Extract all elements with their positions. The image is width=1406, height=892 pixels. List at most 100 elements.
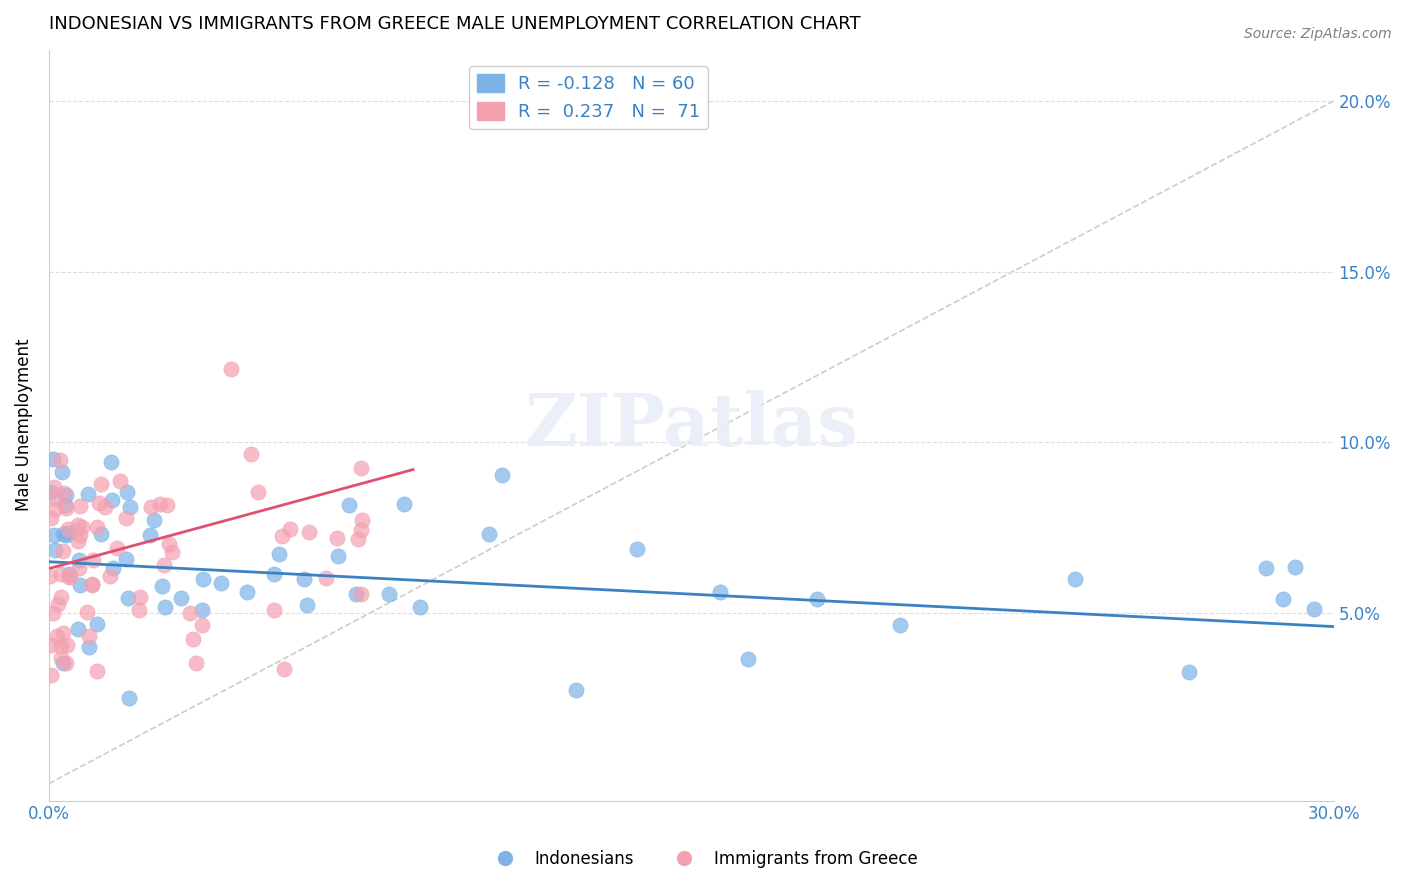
Indonesians [1064,572,1087,586]
Indonesians [100,455,122,469]
Indonesians [90,526,112,541]
Immigrants from Greece [46,598,69,612]
Immigrants from Greece [100,568,122,582]
Immigrants from Greece [89,495,111,509]
Immigrants from Greece [69,499,91,513]
Immigrants from Greece [278,522,301,536]
Indonesians [392,497,415,511]
Indonesians [626,541,648,556]
Immigrants from Greece [49,590,72,604]
Indonesians [143,513,166,527]
Immigrants from Greece [80,577,103,591]
Indonesians [191,603,214,617]
Immigrants from Greece [39,638,62,652]
Indonesians [344,587,367,601]
Indonesians [1284,559,1306,574]
Indonesians [292,572,315,586]
Immigrants from Greece [179,606,201,620]
Immigrants from Greece [55,501,77,516]
Immigrants from Greece [55,656,77,670]
Indonesians [101,560,124,574]
Indonesians [1178,665,1201,679]
Legend: Indonesians, Immigrants from Greece: Indonesians, Immigrants from Greece [481,844,925,875]
Indonesians [491,467,513,482]
Indonesians [67,553,90,567]
Immigrants from Greece [42,606,65,620]
Indonesians [42,528,65,542]
Indonesians [118,691,141,706]
Immigrants from Greece [38,569,60,583]
Immigrants from Greece [66,534,89,549]
Immigrants from Greece [49,567,72,582]
Indonesians [478,526,501,541]
Indonesians [56,526,79,541]
Immigrants from Greece [70,520,93,534]
Indonesians [263,566,285,581]
Immigrants from Greece [153,558,176,572]
Text: Source: ZipAtlas.com: Source: ZipAtlas.com [1244,27,1392,41]
Indonesians [51,465,73,479]
Indonesians [1254,561,1277,575]
Indonesians [39,484,62,499]
Immigrants from Greece [67,518,90,533]
Immigrants from Greece [346,532,368,546]
Immigrants from Greece [49,453,72,467]
Indonesians [1303,602,1326,616]
Immigrants from Greece [350,587,373,601]
Immigrants from Greece [105,541,128,555]
Indonesians [67,622,90,636]
Immigrants from Greece [149,497,172,511]
Immigrants from Greece [39,668,62,682]
Immigrants from Greece [108,474,131,488]
Immigrants from Greece [52,544,75,558]
Immigrants from Greece [82,553,104,567]
Immigrants from Greece [247,484,270,499]
Indonesians [77,640,100,654]
Indonesians [52,657,75,671]
Immigrants from Greece [58,569,80,583]
Indonesians [709,585,731,599]
Immigrants from Greece [51,650,73,665]
Immigrants from Greece [94,500,117,515]
Indonesians [150,579,173,593]
Indonesians [118,500,141,514]
Indonesians [69,578,91,592]
Immigrants from Greece [183,632,205,647]
Indonesians [115,484,138,499]
Immigrants from Greece [56,638,79,652]
Indonesians [377,587,399,601]
Immigrants from Greece [129,590,152,604]
Indonesians [1272,591,1295,606]
Indonesians [806,592,828,607]
Immigrants from Greece [69,527,91,541]
Indonesians [267,547,290,561]
Indonesians [44,542,66,557]
Y-axis label: Male Unemployment: Male Unemployment [15,339,32,511]
Immigrants from Greece [263,603,285,617]
Immigrants from Greece [67,561,90,575]
Immigrants from Greece [44,501,66,516]
Text: INDONESIAN VS IMMIGRANTS FROM GREECE MALE UNEMPLOYMENT CORRELATION CHART: INDONESIAN VS IMMIGRANTS FROM GREECE MAL… [49,15,860,33]
Immigrants from Greece [86,519,108,533]
Indonesians [101,493,124,508]
Indonesians [115,552,138,566]
Indonesians [117,591,139,606]
Immigrants from Greece [86,664,108,678]
Immigrants from Greece [42,480,65,494]
Immigrants from Greece [157,536,180,550]
Indonesians [52,527,75,541]
Immigrants from Greece [76,605,98,619]
Indonesians [337,498,360,512]
Indonesians [55,528,77,542]
Indonesians [191,572,214,586]
Immigrants from Greece [53,486,76,500]
Immigrants from Greece [239,447,262,461]
Immigrants from Greece [128,603,150,617]
Indonesians [53,498,76,512]
Indonesians [295,598,318,612]
Immigrants from Greece [90,477,112,491]
Immigrants from Greece [52,626,75,640]
Immigrants from Greece [186,656,208,670]
Indonesians [209,575,232,590]
Indonesians [889,617,911,632]
